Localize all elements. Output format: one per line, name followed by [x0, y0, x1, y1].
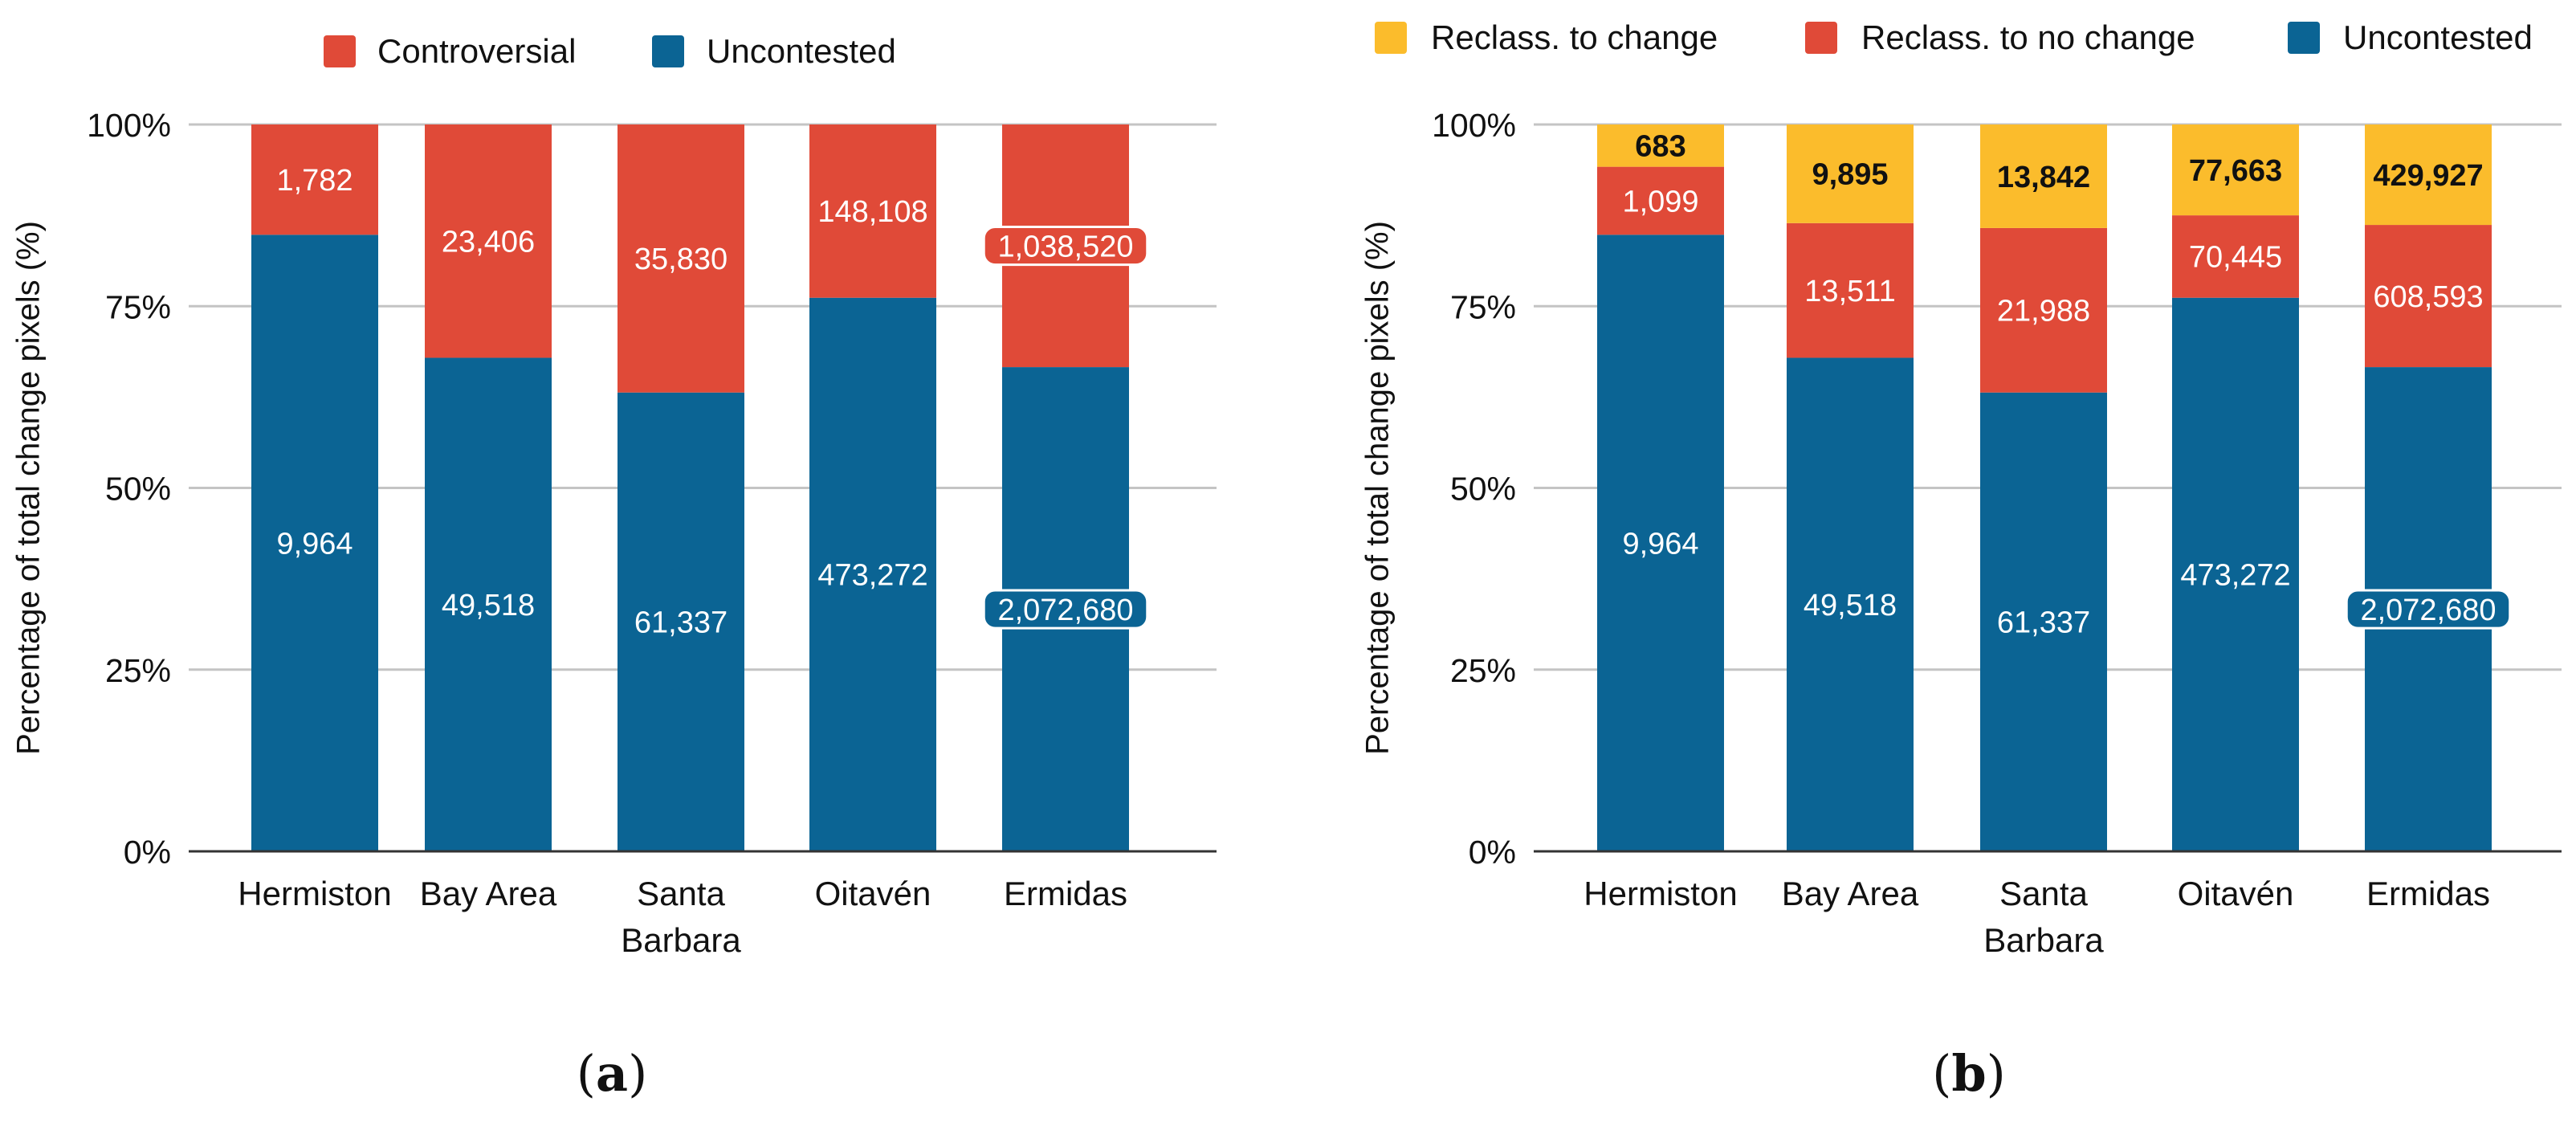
legend-swatch-uncontested: [2288, 22, 2320, 54]
bar-reclass-to-no-change-ermidas: [2365, 225, 2492, 368]
data-label-uncontested-ermidas: 2,072,680: [2360, 594, 2496, 627]
bar-reclass-to-no-change-santa-barbara: [1980, 227, 2107, 393]
bar-controversial-santa-barbara: [618, 124, 744, 393]
chart-panel-b: 0% 25% 50% 75% 100% Percentage of total chang…: [1360, 18, 2562, 1103]
y-tick-label: 0%: [1469, 834, 1516, 871]
x-tick-label: Barbara: [621, 921, 741, 959]
data-label-reclass-to-no-change-santa-barbara: 21,988: [1997, 295, 2090, 328]
x-tick-label: Bay Area: [420, 875, 557, 912]
bar-reclass-to-no-change-oitaven: [2172, 215, 2299, 298]
y-tick-label: 25%: [1450, 652, 1516, 689]
bar-reclass-to-no-change-hermiston: [1597, 166, 1724, 235]
data-label-controversial-ermidas: 1,038,520: [997, 230, 1133, 263]
y-axis-title: Percentage of total change pixels (%): [1360, 221, 1396, 755]
data-label-uncontested-bay-area: 49,518: [442, 589, 535, 622]
bar-reclass-to-change-ermidas: [2365, 124, 2492, 226]
y-tick-label: 25%: [105, 652, 171, 689]
x-tick-label: Oitavén: [2178, 875, 2294, 912]
x-tick-label: Ermidas: [2366, 875, 2490, 912]
data-label-reclass-to-no-change-oitaven: 70,445: [2189, 241, 2282, 275]
bar-reclass-to-no-change-bay-area: [1787, 222, 1914, 358]
data-label-reclass-to-change-ermidas: 429,927: [2373, 159, 2483, 193]
data-label-uncontested-hermiston: 9,964: [276, 527, 353, 561]
bar-uncontested-hermiston: [251, 235, 378, 851]
data-label-controversial-hermiston: 1,782: [276, 164, 353, 198]
y-tick-label: 75%: [105, 288, 171, 325]
legend-label-reclass-to-change: Reclass. to change: [1431, 18, 1718, 56]
legend-swatch-reclass-to-no-change: [1805, 22, 1837, 54]
x-tick-label: Santa: [637, 875, 725, 912]
data-label-uncontested-oitaven: 473,272: [2180, 559, 2290, 593]
data-label-background: [982, 589, 1149, 630]
y-tick-label: 50%: [105, 471, 171, 508]
y-tick-label: 0%: [124, 834, 171, 871]
legend-label-uncontested: Uncontested: [2343, 18, 2533, 56]
x-tick-label: Santa: [1999, 875, 2088, 912]
bar-uncontested-bay-area: [425, 357, 552, 852]
data-label-uncontested-santa-barbara: 61,337: [634, 606, 728, 640]
data-label-background: [982, 225, 1149, 267]
data-label-controversial-oitaven: 148,108: [817, 195, 927, 229]
data-label-reclass-to-no-change-ermidas: 608,593: [2373, 280, 2483, 314]
data-label-uncontested-oitaven: 473,272: [817, 559, 927, 593]
panel-label: (a): [577, 1044, 648, 1103]
x-tick-label: Hermiston: [1584, 875, 1737, 912]
bar-controversial-bay-area: [425, 124, 552, 358]
bar-controversial-oitaven: [809, 124, 936, 298]
legend-label-controversial: Controversial: [377, 32, 576, 70]
bar-reclass-to-change-oitaven: [2172, 124, 2299, 216]
x-tick-label: Oitavén: [815, 875, 931, 912]
legend-label-uncontested: Uncontested: [707, 32, 896, 70]
data-label-controversial-bay-area: 23,406: [442, 226, 535, 259]
data-label-controversial-santa-barbara: 35,830: [634, 243, 728, 276]
data-label-reclass-to-no-change-bay-area: 13,511: [1804, 275, 1895, 308]
x-tick-label: Bay Area: [1782, 875, 1919, 912]
panel-label: (b): [1932, 1044, 2006, 1103]
bar-reclass-to-change-bay-area: [1787, 124, 1914, 223]
data-label-uncontested-santa-barbara: 61,337: [1997, 606, 2090, 640]
legend-swatch-reclass-to-change: [1375, 22, 1407, 54]
data-label-reclass-to-change-oitaven: 77,663: [2189, 154, 2282, 188]
data-label-uncontested-hermiston: 9,964: [1622, 527, 1698, 561]
legend-swatch-controversial: [324, 35, 356, 67]
y-tick-label: 100%: [87, 107, 171, 144]
bar-uncontested-hermiston: [1597, 235, 1724, 851]
y-tick-label: 50%: [1450, 471, 1516, 508]
bar-reclass-to-change-santa-barbara: [1980, 124, 2107, 228]
data-label-uncontested-bay-area: 49,518: [1804, 589, 1897, 622]
data-label-reclass-to-no-change-hermiston: 1,099: [1622, 185, 1698, 218]
bar-uncontested-santa-barbara: [1980, 392, 2107, 851]
bar-uncontested-oitaven: [809, 297, 936, 851]
y-tick-label: 100%: [1432, 107, 1516, 144]
x-tick-label: Ermidas: [1004, 875, 1127, 912]
bar-controversial-hermiston: [251, 124, 378, 235]
data-label-reclass-to-change-santa-barbara: 13,842: [1997, 161, 2090, 194]
y-tick-label: 75%: [1450, 288, 1516, 325]
data-label-background: [2345, 589, 2512, 630]
bar-uncontested-santa-barbara: [618, 392, 744, 851]
y-axis-title: Percentage of total change pixels (%): [11, 221, 47, 755]
data-label-reclass-to-change-hermiston: 683: [1635, 130, 1685, 164]
data-label-uncontested-ermidas: 2,072,680: [997, 594, 1133, 627]
bar-uncontested-bay-area: [1787, 357, 1914, 852]
chart-panel-a: 0% 25% 50% 75% 100% Percentage of total chang…: [11, 32, 1217, 1103]
bar-reclass-to-change-hermiston: [1597, 124, 1724, 167]
legend-swatch-uncontested: [652, 35, 684, 67]
x-tick-label: Hermiston: [238, 875, 391, 912]
data-label-reclass-to-change-bay-area: 9,895: [1812, 158, 1888, 192]
legend-label-reclass-to-no-change: Reclass. to no change: [1861, 18, 2195, 56]
bar-uncontested-oitaven: [2172, 297, 2299, 851]
x-tick-label: Barbara: [1983, 921, 2104, 959]
